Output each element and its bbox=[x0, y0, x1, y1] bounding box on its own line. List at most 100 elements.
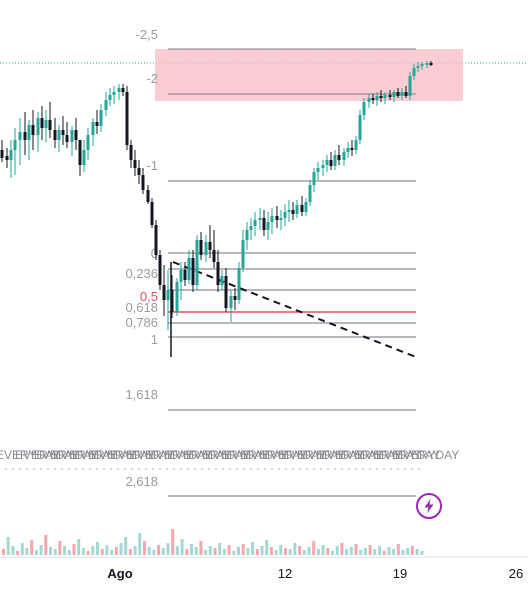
candle-body bbox=[199, 240, 203, 255]
volume-bar bbox=[152, 550, 156, 555]
candle-body bbox=[258, 218, 262, 220]
volume-bar bbox=[410, 546, 414, 555]
volume-bar bbox=[246, 548, 250, 555]
session-marker bbox=[369, 468, 371, 470]
session-marker bbox=[362, 468, 364, 470]
volume-bar bbox=[396, 544, 400, 555]
volume-bar bbox=[279, 545, 283, 555]
volume-bar bbox=[298, 546, 302, 555]
volume-bar bbox=[157, 545, 161, 555]
volume-bar bbox=[91, 546, 95, 555]
session-marker bbox=[299, 468, 301, 470]
candle-body bbox=[162, 285, 166, 300]
volume-bar bbox=[326, 548, 330, 555]
volume-bar bbox=[63, 546, 67, 555]
fib-label: 0,618 bbox=[125, 300, 158, 315]
candle-body bbox=[404, 92, 408, 96]
fib-level-lines bbox=[168, 48, 416, 497]
candle-body bbox=[266, 222, 270, 230]
volume-bar bbox=[96, 542, 99, 555]
candle-body bbox=[392, 92, 396, 97]
session-label: EVERYDAY bbox=[281, 448, 345, 462]
session-marker bbox=[250, 468, 252, 470]
volume-bar bbox=[44, 535, 48, 555]
candle-body bbox=[57, 130, 61, 140]
candle-body bbox=[329, 160, 333, 166]
session-label: EVERYDAY bbox=[53, 448, 117, 462]
volume-bar bbox=[147, 547, 151, 555]
volume-bar bbox=[199, 541, 203, 555]
candle-body bbox=[412, 68, 416, 76]
session-marker bbox=[257, 468, 259, 470]
volume-bar bbox=[16, 551, 20, 555]
volume-bar bbox=[204, 550, 208, 555]
candle-body bbox=[300, 205, 304, 212]
session-label: EVERYDAY bbox=[72, 448, 136, 462]
candle-body bbox=[275, 216, 279, 220]
session-marker bbox=[166, 468, 168, 470]
session-marker bbox=[355, 468, 357, 470]
session-marker bbox=[152, 468, 154, 470]
candle-body bbox=[321, 165, 325, 168]
session-marker bbox=[180, 468, 182, 470]
volume-bar bbox=[345, 549, 349, 555]
lightning-icon[interactable] bbox=[416, 493, 442, 519]
time-label: 19 bbox=[393, 566, 407, 581]
candle-body bbox=[208, 242, 212, 250]
session-marker bbox=[222, 468, 224, 470]
session-marker bbox=[411, 468, 413, 470]
volume-bar bbox=[143, 541, 146, 555]
trend-line[interactable] bbox=[172, 261, 417, 358]
session-marker bbox=[243, 468, 245, 470]
candle-body bbox=[0, 150, 4, 158]
candle-body bbox=[262, 218, 266, 230]
session-marker bbox=[201, 468, 203, 470]
volume-bar bbox=[161, 548, 165, 555]
target-zone[interactable] bbox=[155, 49, 463, 101]
session-marker bbox=[264, 468, 266, 470]
candle-body bbox=[362, 102, 366, 115]
volume-bar bbox=[194, 547, 198, 555]
candle-body bbox=[99, 110, 103, 126]
fib-label: -2,5 bbox=[136, 27, 158, 42]
session-marker bbox=[292, 468, 294, 470]
candle-body bbox=[312, 172, 316, 185]
candle-body bbox=[70, 130, 74, 142]
candle-body bbox=[158, 255, 162, 285]
volume-bar bbox=[265, 540, 269, 555]
candle-body bbox=[216, 262, 220, 285]
session-marker bbox=[348, 468, 350, 470]
session-marker bbox=[117, 468, 119, 470]
candle-body bbox=[295, 205, 299, 214]
volume-bar bbox=[119, 543, 123, 555]
volume-bar bbox=[185, 549, 189, 555]
session-marker bbox=[271, 468, 273, 470]
volume-bar bbox=[67, 550, 71, 555]
volume-bar bbox=[100, 549, 104, 555]
candle-body bbox=[166, 290, 170, 300]
session-marker bbox=[397, 468, 399, 470]
candle-body bbox=[121, 88, 125, 92]
candle-body bbox=[245, 230, 249, 240]
candle-body bbox=[396, 92, 400, 96]
volume-bar bbox=[420, 551, 424, 555]
session-marker bbox=[40, 468, 42, 470]
fib-label: 0,786 bbox=[125, 315, 158, 330]
fib-label: 0,5 bbox=[140, 289, 158, 304]
candle-body bbox=[316, 168, 320, 172]
candle-body bbox=[416, 66, 420, 68]
candle-body bbox=[183, 270, 187, 280]
volume-bar bbox=[387, 547, 391, 555]
session-marker bbox=[285, 468, 287, 470]
candle-body bbox=[95, 122, 99, 126]
candle-body bbox=[229, 296, 233, 308]
candle-body bbox=[13, 140, 17, 150]
session-labels: EVERYDAYEVERYDAYEVERYDAYEVERYDAYEVERYDAY… bbox=[0, 448, 459, 470]
fib-label: 0 bbox=[151, 246, 158, 261]
volume-bar bbox=[401, 550, 405, 555]
candle-body bbox=[86, 135, 90, 150]
session-marker bbox=[110, 468, 112, 470]
volume-bar bbox=[269, 547, 273, 555]
candle-body bbox=[425, 63, 429, 65]
